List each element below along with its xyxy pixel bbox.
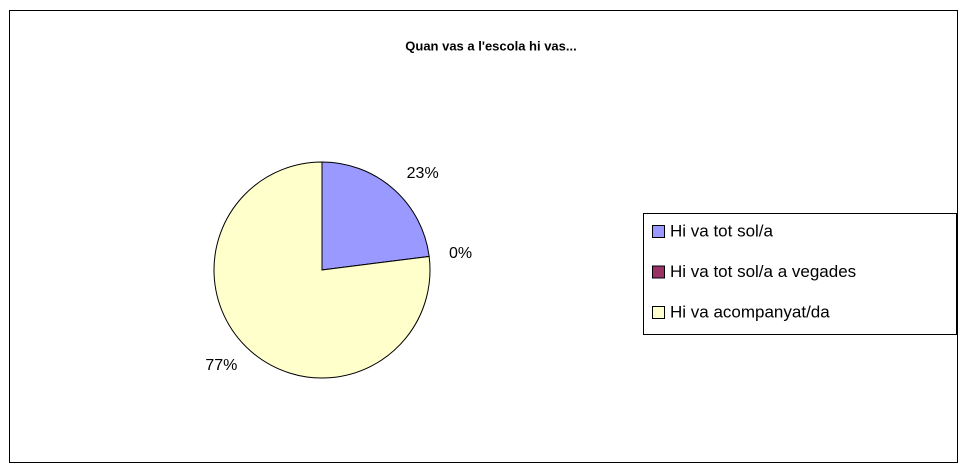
legend-box [643, 213, 957, 335]
legend-swatch [652, 306, 665, 319]
legend-label: Hi va tot sol/a [670, 221, 774, 240]
legend-swatch [652, 225, 665, 238]
data-label: 77% [205, 357, 237, 374]
legend-swatch [652, 265, 665, 279]
legend-label: Hi va acompanyat/da [670, 302, 830, 321]
pie-slice [213, 161, 431, 379]
data-label: 0% [449, 245, 472, 262]
pie-slice [321, 161, 430, 271]
legend-label: Hi va tot sol/a a vegades [670, 262, 856, 281]
data-label: 23% [407, 165, 439, 182]
chart-title: Quan vas a l'escola hi vas... [405, 38, 576, 53]
